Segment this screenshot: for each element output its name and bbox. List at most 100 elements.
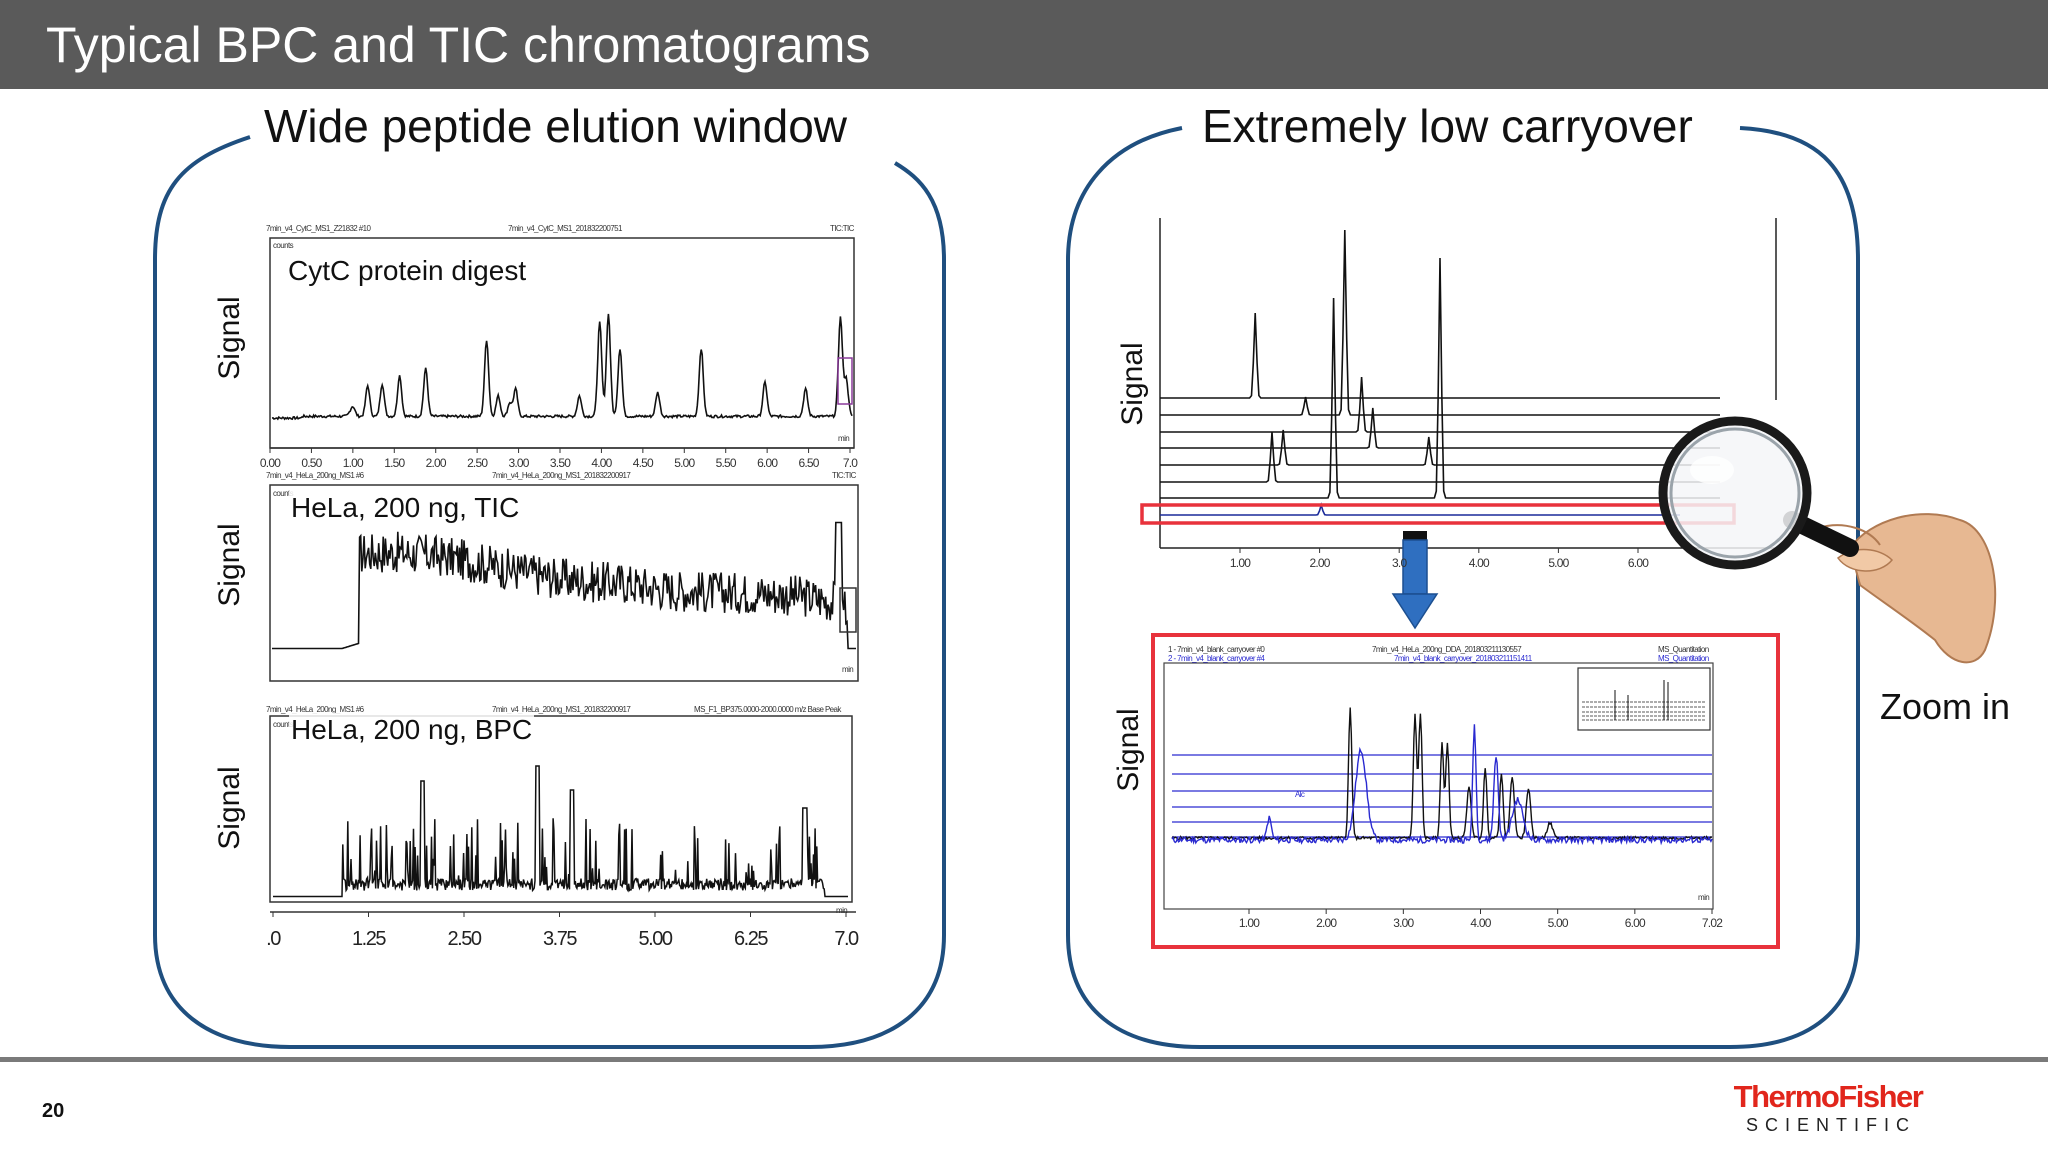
x-tick-label: 1.25 (352, 928, 386, 950)
overlay-trace (1160, 312, 1720, 399)
overlay-y-axis-label: Signal (1116, 342, 1149, 426)
overlay-trace (1160, 502, 1680, 516)
x-tick-label: 3.00 (508, 456, 529, 470)
x-tick-label: 0.50 (301, 456, 322, 470)
x-tick-label: .0 (266, 928, 281, 950)
bpc-header-right: MS_F1_BP375.0000-2000.0000 m/z Base Peak (694, 705, 841, 714)
bpc-y-axis-label: Signal (213, 766, 246, 850)
zoom-header2-right: MS_Quantitation (1658, 654, 1709, 663)
x-tick-label: 3.00 (1393, 916, 1414, 930)
bpc-unit: counts (273, 720, 294, 729)
zoom-xunit: min (1698, 893, 1710, 902)
x-tick-label: 0.00 (259, 456, 281, 470)
down-arrow-icon (1391, 531, 1439, 630)
x-tick-label: 1.00 (342, 456, 364, 470)
overlay-trace (1160, 257, 1720, 499)
x-tick-label: 1.00 (1229, 556, 1251, 570)
bpc-header-mid: 7min_v4_HeLa_200ng_MS1_201832200917 (492, 705, 631, 714)
zoom-chart-highlight (1151, 633, 1780, 949)
footer-divider (0, 1057, 2048, 1062)
x-tick-label: 2.00 (1309, 556, 1331, 570)
x-tick-label: 3.75 (543, 928, 577, 950)
cytc-xunit: min (838, 434, 850, 443)
left-panel-heading: Wide peptide elution window (252, 98, 860, 154)
x-tick-label: 5.00 (1548, 556, 1569, 570)
zoom-header1-mid: 7min_v4_HeLa_200ng_DDA_201803211130557 (1372, 645, 1522, 654)
overlay-trace (1160, 229, 1720, 416)
x-tick-label: 6.00 (1624, 916, 1646, 930)
right-panel-heading: Extremely low carryover (1190, 98, 1705, 154)
overlay-trace (1160, 407, 1720, 449)
cytc-header-right: TIC:TIC (830, 224, 854, 233)
zoom-chart-frame (1163, 662, 1714, 910)
magnifier-icon (1658, 416, 1997, 664)
slide-title: Typical BPC and TIC chromatograms (46, 17, 871, 73)
x-tick-label: 5.00 (1547, 916, 1569, 930)
x-tick-label: 4.00 (1470, 916, 1491, 930)
x-tick-label: 4.00 (1468, 556, 1490, 570)
zoom-annotation: Alc (1295, 790, 1305, 799)
title-bar: Typical BPC and TIC chromatograms (0, 0, 2048, 89)
x-tick-label: 2.50 (447, 928, 482, 950)
x-tick-label: 2.50 (467, 456, 488, 470)
zoom-trace (1171, 724, 1713, 846)
bpc-chart-title: HeLa, 200 ng, BPC (289, 713, 535, 747)
cytc-unit: counts (273, 241, 294, 250)
x-tick-label: 4.50 (632, 456, 654, 470)
cytc-header-left: 7min_v4_CytC_MS1_Z21832 #10 (266, 224, 371, 233)
tic-chart-title: HeLa, 200 ng, TIC (289, 491, 522, 525)
carryover-highlight (1140, 503, 1736, 525)
bpc-xunit: min (836, 906, 848, 915)
zoom-header2-left: 2 - 7min_v4_blank_carryover #4 (1168, 654, 1265, 663)
bpc-trace (273, 765, 848, 898)
x-tick-label: 3.50 (549, 456, 571, 470)
left-panel-border (153, 135, 946, 1049)
x-tick-label: 6.00 (757, 456, 778, 470)
tic-unit: counts (273, 489, 294, 498)
x-tick-label: 7.0 (834, 928, 859, 950)
overlay-trace (1160, 431, 1720, 483)
cytc-trace (271, 313, 853, 421)
x-tick-label: 7.0 (842, 456, 858, 470)
tic-xunit: min (842, 665, 854, 674)
tic-header-mid: 7min_v4_HeLa_200ng_MS1_201832200917 (492, 471, 631, 480)
x-tick-label: 1.50 (384, 456, 405, 470)
zoom-y-axis-label: Signal (1112, 708, 1145, 792)
tic-header-left: 7min_v4_HeLa_200ng_MS1 #6 (266, 471, 364, 480)
x-tick-label: 5.00 (638, 928, 673, 950)
bpc-chart-frame (269, 715, 853, 903)
thermo-fisher-logo: ThermoFisher SCIENTIFIC (1722, 1080, 1934, 1136)
tic-chart-frame (269, 484, 859, 682)
zoom-header1-right: MS_Quantitation (1658, 645, 1709, 654)
zoom-header2-mid: 7min_v4_blank_carryover_201803211151411 (1394, 654, 1532, 663)
tic-trace (272, 521, 856, 650)
x-tick-label: 2.00 (425, 456, 447, 470)
bpc-header-left: 7min_v4_HeLa_200ng_MS1 #6 (266, 705, 364, 714)
cytc-inset-box (837, 357, 853, 405)
tic-header-right: TIC:TIC (832, 471, 856, 480)
zoom-in-label: Zoom in (1880, 686, 2011, 727)
tic-y-axis-label: Signal (213, 523, 246, 607)
x-tick-label: 7.02 (1701, 916, 1723, 930)
page-number: 20 (42, 1100, 65, 1122)
cytc-header-mid: 7min_v4_CytC_MS1_201832200751 (508, 224, 622, 233)
x-tick-label: 6.00 (1627, 556, 1649, 570)
right-panel-border (1066, 126, 1860, 1049)
x-tick-label: 3.0 (1392, 556, 1407, 570)
x-tick-label: 2.00 (1316, 916, 1337, 930)
x-tick-label: 4.00 (591, 456, 612, 470)
x-tick-label: 6.25 (734, 928, 768, 950)
x-tick-label: 5.50 (715, 456, 737, 470)
zoom-inset (1577, 667, 1711, 731)
x-tick-label: 6.50 (798, 456, 819, 470)
cytc-y-axis-label: Signal (213, 296, 246, 380)
x-tick-label: 5.00 (674, 456, 695, 470)
x-tick-label: 1.00 (1238, 916, 1260, 930)
cytc-chart-title: CytC protein digest (286, 254, 529, 288)
overlay-trace (1160, 429, 1720, 466)
logo-wordmark: ThermoFisher (1733, 1079, 1924, 1114)
logo-subtitle: SCIENTIFIC (1745, 1115, 1916, 1135)
overlay-trace (1160, 376, 1720, 433)
zoom-header1-left: 1 - 7min_v4_blank_carryover #0 (1168, 645, 1265, 654)
